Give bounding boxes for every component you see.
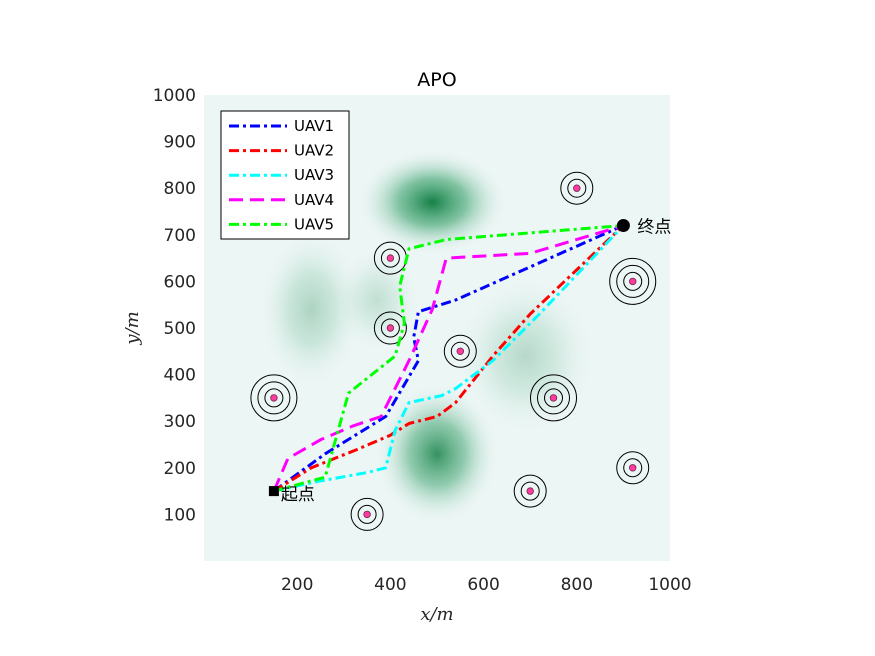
obstacle-center [573, 184, 581, 192]
terrain-peak [357, 149, 508, 256]
obstacle-ring [530, 374, 577, 422]
legend: UAV1 UAV2 UAV3 UAV4 UAV5 [220, 110, 350, 240]
path-uav5 [273, 224, 624, 493]
x-axis-label: x/m [420, 604, 453, 625]
path-uav3 [273, 224, 625, 493]
end-marker [616, 218, 630, 232]
obstacle-ring [616, 264, 650, 298]
path-uav1 [273, 224, 625, 493]
obstacle-ring [609, 257, 657, 305]
obstacle-ring [380, 318, 400, 338]
obstacle-ring [520, 481, 540, 501]
x-tick-label: 400 [374, 575, 406, 595]
start-label: 起点 [281, 485, 315, 505]
y-tick-label: 100 [164, 505, 196, 525]
obstacle-ring [264, 388, 284, 408]
y-tick-label: 300 [164, 412, 196, 432]
obstacle-center [629, 464, 637, 472]
y-tick-label: 700 [164, 226, 196, 246]
marker-layer: 起点 终点 [268, 217, 671, 505]
chart-title: APO [417, 69, 456, 91]
y-tick-label: 900 [164, 133, 196, 153]
obstacle-center [363, 510, 371, 519]
x-tick-label: 800 [561, 575, 593, 595]
legend-label: UAV2 [294, 142, 334, 160]
obstacle-center [386, 324, 395, 332]
obstacle-layer [250, 171, 657, 531]
series-layer [272, 224, 625, 493]
terrain-peak [375, 382, 499, 525]
legend-label: UAV4 [294, 191, 334, 209]
obstacle-center [386, 254, 395, 262]
obstacle-ring [544, 388, 563, 408]
obstacle-center [270, 394, 278, 402]
obstacle-ring [257, 381, 291, 415]
y-tick-label: 600 [164, 272, 196, 292]
legend-label: UAV3 [294, 166, 334, 184]
y-tick-label: 1000 [153, 86, 196, 106]
obstacle-center [456, 347, 464, 355]
terrain-peak [332, 246, 421, 354]
obstacle-ring [623, 271, 643, 291]
start-marker [268, 486, 279, 497]
obstacle-ring [616, 451, 650, 485]
x-tick-label: 200 [281, 575, 313, 595]
obstacle-ring [567, 178, 587, 198]
obstacle-ring [250, 374, 298, 422]
obstacle-center [629, 277, 637, 286]
y-tick-label: 400 [164, 366, 196, 386]
x-tick-label: 1000 [648, 575, 691, 595]
obstacle-ring [623, 458, 643, 478]
terrain-peak [454, 276, 597, 436]
terrain-peak [258, 229, 365, 390]
obstacle-ring [373, 311, 407, 345]
obstacle-ring [350, 497, 384, 531]
obstacle-ring [537, 381, 570, 415]
y-tick-label: 800 [164, 179, 196, 199]
y-tick-label: 200 [164, 459, 196, 479]
tick-layer: 200 400 600 800 1000 100 200 300 400 500 600 700 800… [153, 86, 692, 595]
obstacle-ring [450, 341, 470, 361]
end-label: 终点 [637, 217, 671, 237]
obstacle-ring [513, 474, 547, 508]
obstacle-center [549, 394, 558, 402]
obstacle-center [526, 487, 534, 495]
path-uav4 [272, 224, 624, 492]
path-uav2 [273, 224, 625, 493]
y-axis-label: y/m [122, 311, 143, 345]
legend-label: UAV5 [294, 215, 334, 233]
obstacle-ring [380, 248, 400, 268]
obstacle-ring [560, 171, 594, 205]
terrain-layer [258, 149, 597, 525]
legend-label: UAV1 [294, 117, 334, 135]
y-tick-label: 500 [164, 319, 196, 339]
x-tick-label: 600 [467, 575, 499, 595]
obstacle-ring [357, 504, 377, 524]
obstacle-ring [443, 334, 477, 368]
